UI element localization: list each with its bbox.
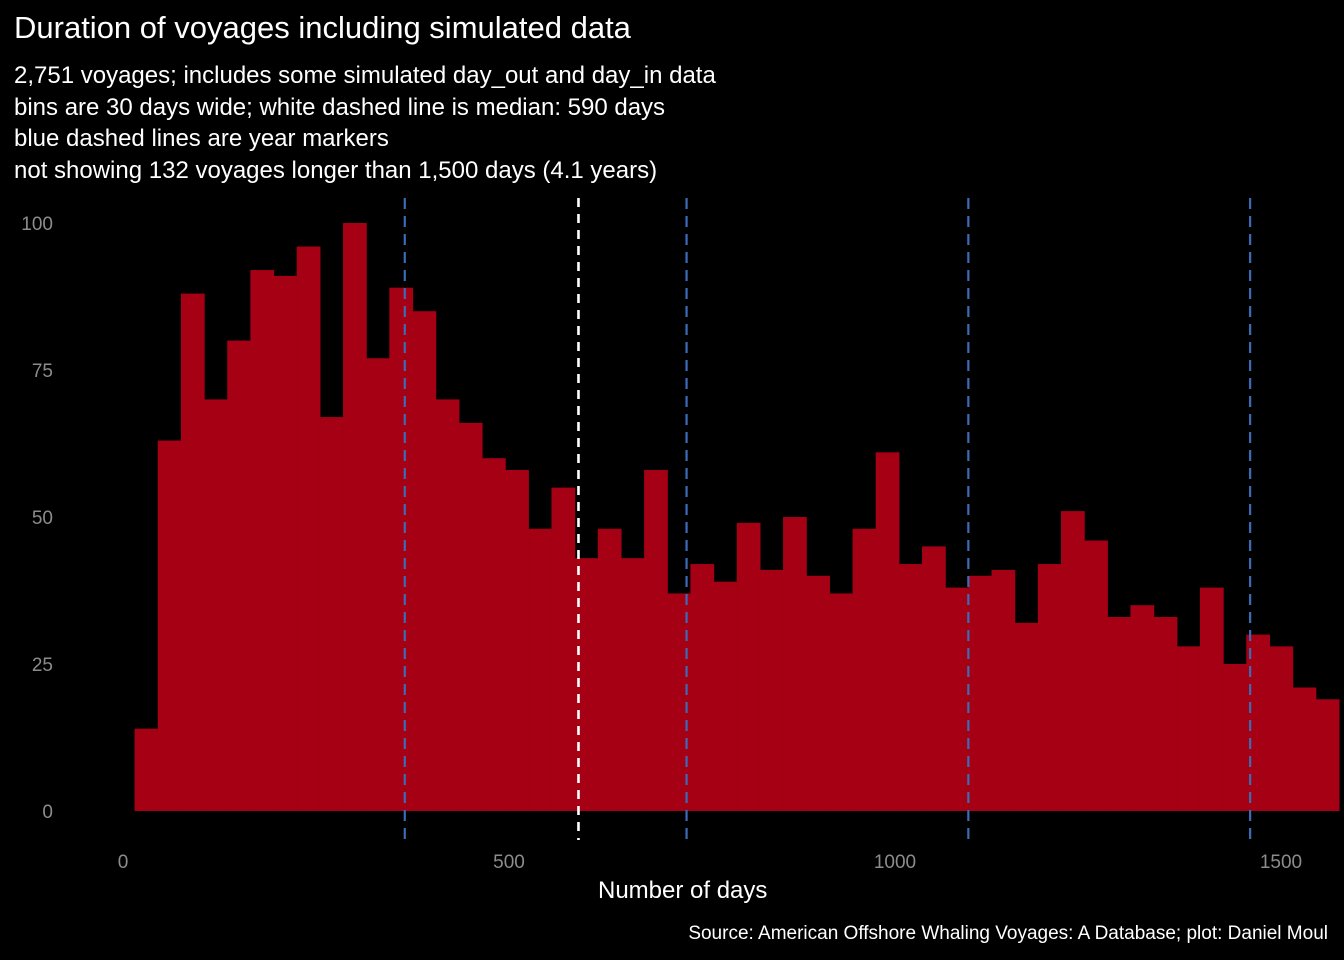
histogram-bar (1153, 616, 1178, 811)
histogram-bar (667, 593, 692, 811)
histogram-bar (1130, 605, 1155, 811)
y-tick-label: 50 (32, 508, 53, 529)
histogram-bar (806, 575, 830, 811)
x-axis-ticks: 0 500 1000 1500 (118, 852, 1302, 873)
x-tick-label: 1000 (874, 852, 916, 873)
histogram-bar (528, 528, 553, 811)
x-tick-label: 1500 (1260, 852, 1302, 873)
histogram-bar (644, 469, 668, 811)
x-axis-label: Number of days (598, 877, 768, 904)
histogram-bar (597, 528, 622, 811)
histogram-bar (204, 399, 228, 811)
histogram-bar (1037, 564, 1062, 811)
histogram-bar (620, 558, 645, 811)
subtitle-line: bins are 30 days wide; white dashed line… (14, 93, 666, 121)
histogram-bar (898, 564, 923, 811)
y-tick-label: 75 (32, 361, 53, 382)
subtitle-line: blue dashed lines are year markers (14, 125, 389, 152)
histogram-bar (1315, 699, 1340, 811)
histogram-bar (273, 275, 298, 811)
histogram-bar (343, 223, 367, 811)
histogram-bar (134, 728, 159, 811)
histogram-bar (736, 522, 761, 811)
histogram-bar (319, 417, 344, 811)
histogram-bar (875, 452, 900, 811)
histogram-bar (968, 575, 993, 811)
histogram-bar (435, 399, 460, 811)
histogram-bar (296, 246, 321, 811)
histogram-bar (1246, 634, 1271, 811)
histogram-bar (1269, 646, 1294, 811)
histogram-bar (1060, 511, 1085, 811)
histogram-bar (250, 270, 275, 811)
histogram-bar (922, 546, 946, 811)
histogram-bar (389, 287, 414, 811)
histogram-bar (458, 422, 483, 811)
histogram-bar (829, 593, 854, 811)
histogram-bar (1107, 616, 1132, 811)
reference-lines-layer (403, 198, 1252, 840)
subtitle-line: 2,751 voyages; includes some simulated d… (14, 62, 716, 89)
histogram-bar (1199, 587, 1224, 811)
histogram-bar (852, 528, 877, 811)
chart-subtitle: 2,751 voyages; includes some simulated d… (14, 60, 716, 186)
histogram-bar (1084, 540, 1108, 811)
histogram-bar (690, 564, 715, 811)
histogram-bar (481, 458, 506, 811)
histogram-bar (759, 569, 784, 811)
histogram-bar (713, 581, 738, 811)
histogram-bar (1292, 687, 1317, 811)
histogram-bar (412, 311, 437, 811)
y-tick-label: 100 (21, 214, 53, 235)
chart-title: Duration of voyages including simulated … (14, 10, 631, 45)
histogram-bar (551, 487, 576, 811)
chart-caption: Source: American Offshore Whaling Voyage… (688, 923, 1328, 944)
histogram-bar (180, 293, 205, 811)
histogram-bar (227, 340, 251, 811)
histogram-bar (157, 440, 182, 811)
histogram-bar (945, 587, 969, 811)
y-axis-ticks: 0 25 50 75 100 (21, 214, 53, 823)
histogram-bar (991, 569, 1016, 811)
histogram-bar (505, 469, 529, 811)
bars-layer (134, 223, 1340, 811)
x-tick-label: 0 (118, 852, 129, 873)
y-tick-label: 25 (32, 655, 53, 676)
x-tick-label: 500 (493, 852, 525, 873)
subtitle-line: not showing 132 voyages longer than 1,50… (14, 156, 658, 184)
histogram-bar (366, 358, 390, 811)
y-tick-label: 0 (42, 802, 53, 823)
histogram-bar (1223, 664, 1247, 811)
histogram-bar (783, 517, 807, 811)
histogram-bar (1014, 622, 1039, 811)
histogram-bar (574, 558, 599, 811)
histogram-bar (1176, 646, 1201, 811)
